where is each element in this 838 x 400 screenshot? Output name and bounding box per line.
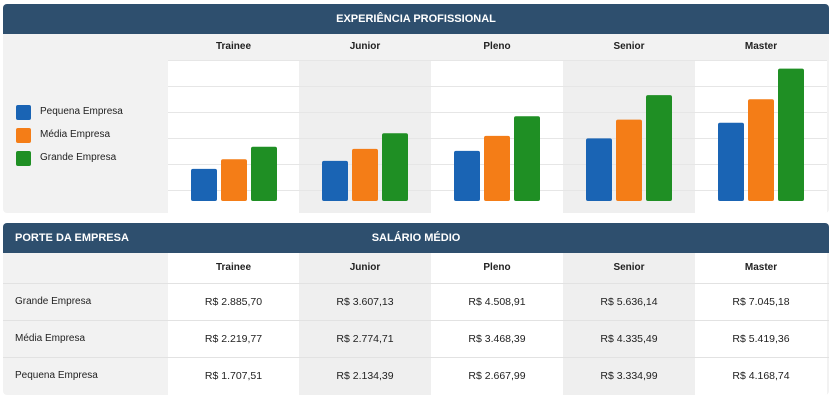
table-cell: R$ 2.219,77 xyxy=(204,333,263,345)
column-header-pleno: Pleno xyxy=(483,41,511,52)
chart-title: EXPERIÊNCIA PROFISSIONAL xyxy=(336,13,496,25)
legend-swatch-pequena xyxy=(16,105,31,120)
experience-chart-panel: EXPERIÊNCIA PROFISSIONAL Trainee Junior … xyxy=(3,4,829,213)
table-cell: R$ 3.607,13 xyxy=(336,296,394,308)
table-col-junior xyxy=(299,253,431,395)
bar-pequena-empresa-senior xyxy=(586,138,612,201)
bar-pequena-empresa-junior xyxy=(322,160,348,201)
table-cell: R$ 7.045,18 xyxy=(732,296,790,308)
bar-grande-empresa-master xyxy=(778,68,804,202)
table-cell: R$ 1.707,51 xyxy=(204,370,263,382)
chart-header: EXPERIÊNCIA PROFISSIONAL xyxy=(3,4,829,34)
table-cell: R$ 2.885,70 xyxy=(204,296,263,308)
column-header-senior: Senior xyxy=(613,41,645,52)
average-salary-heading: SALÁRIO MÉDIO xyxy=(371,232,461,244)
table-header-pleno: Pleno xyxy=(483,262,511,273)
table-cell: R$ 4.335,49 xyxy=(600,333,658,345)
table-cell: R$ 2.134,39 xyxy=(336,370,394,382)
table-col-senior xyxy=(563,253,695,395)
table-cell: R$ 3.468,39 xyxy=(468,333,526,345)
legend-swatch-media xyxy=(16,128,31,143)
table-header-junior: Junior xyxy=(349,262,381,273)
row-divider xyxy=(3,320,829,321)
table-header-trainee: Trainee xyxy=(215,262,252,273)
bar-m-dia-empresa-senior xyxy=(616,119,642,201)
table-col-pleno xyxy=(431,253,563,395)
table-cell: R$ 2.667,99 xyxy=(468,370,526,382)
bar-pequena-empresa-trainee xyxy=(191,168,217,201)
column-header-junior: Junior xyxy=(349,41,381,52)
column-header-trainee: Trainee xyxy=(215,41,252,52)
bar-chart xyxy=(168,60,827,202)
table-header: PORTE DA EMPRESA SALÁRIO MÉDIO xyxy=(3,223,829,253)
legend-swatch-grande xyxy=(16,151,31,166)
table-cell: R$ 4.508,91 xyxy=(468,296,526,308)
table-header-master: Master xyxy=(744,262,778,273)
bar-grande-empresa-trainee xyxy=(251,146,277,201)
table-cell: R$ 5.636,14 xyxy=(600,296,658,308)
table-cell: R$ 4.168,74 xyxy=(732,370,790,382)
row-divider xyxy=(3,357,829,358)
row-label-grande: Grande Empresa xyxy=(15,296,92,307)
bar-m-dia-empresa-pleno xyxy=(484,135,510,201)
bar-pequena-empresa-pleno xyxy=(454,150,480,201)
legend-label-media: Média Empresa xyxy=(40,129,111,140)
legend-label-pequena: Pequena Empresa xyxy=(40,106,123,117)
bar-grande-empresa-junior xyxy=(382,133,408,201)
row-label-pequena: Pequena Empresa xyxy=(15,370,98,381)
table-header-senior: Senior xyxy=(613,262,645,273)
table-col-master xyxy=(695,253,827,395)
row-divider xyxy=(3,283,829,284)
legend-label-grande: Grande Empresa xyxy=(40,152,117,163)
table-cell: R$ 5.419,36 xyxy=(732,333,790,345)
salary-table-panel: PORTE DA EMPRESA SALÁRIO MÉDIO Trainee J… xyxy=(3,223,829,395)
bar-m-dia-empresa-master xyxy=(748,99,774,201)
table-cell: R$ 3.334,99 xyxy=(600,370,658,382)
bar-m-dia-empresa-trainee xyxy=(221,159,247,201)
table-col-trainee xyxy=(168,253,299,395)
row-label-media: Média Empresa xyxy=(15,333,86,344)
bar-grande-empresa-pleno xyxy=(514,116,540,201)
bar-m-dia-empresa-junior xyxy=(352,148,378,201)
company-size-heading: PORTE DA EMPRESA xyxy=(15,232,129,244)
bar-pequena-empresa-master xyxy=(718,122,744,201)
bar-grande-empresa-senior xyxy=(646,95,672,201)
table-cell: R$ 2.774,71 xyxy=(336,333,394,345)
column-header-master: Master xyxy=(744,41,778,52)
